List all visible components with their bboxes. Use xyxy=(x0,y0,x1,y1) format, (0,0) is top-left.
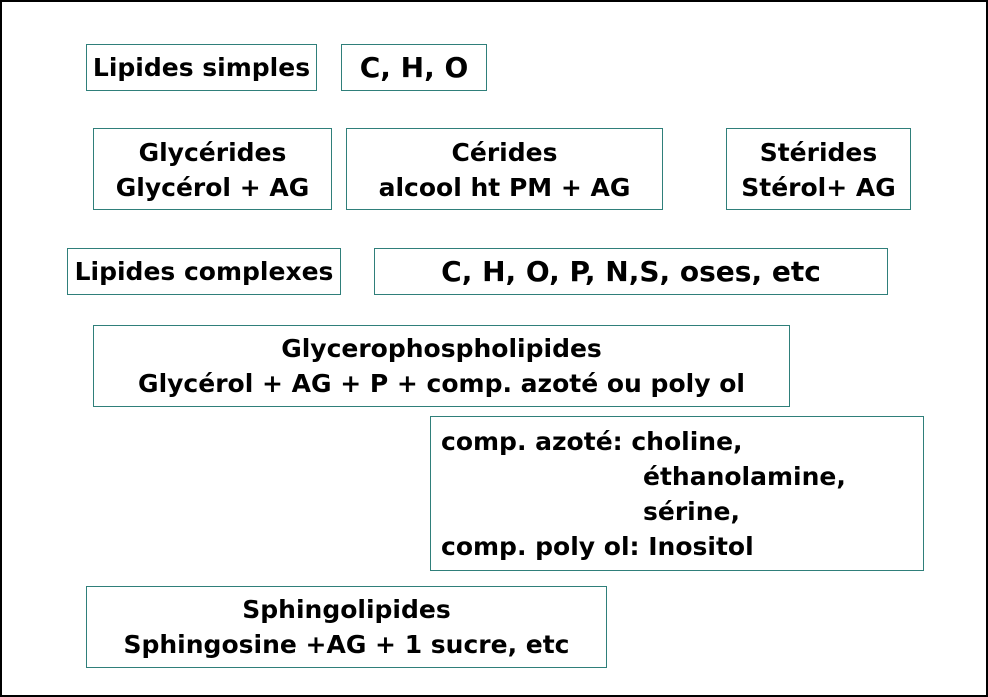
complex-elements-text: C, H, O, P, N,S, oses, etc xyxy=(441,255,821,288)
components-box: comp. azoté: choline, éthanolamine, séri… xyxy=(430,416,924,571)
glycerophospholipides-box: Glycerophospholipides Glycérol + AG + P … xyxy=(93,325,790,407)
lipides-complexes-label: Lipides complexes xyxy=(74,257,334,286)
lipides-simples-box: Lipides simples xyxy=(86,44,317,91)
simple-elements-box: C, H, O xyxy=(341,44,487,91)
sterides-box: Stérides Stérol+ AG xyxy=(726,128,911,210)
lipides-simples-label: Lipides simples xyxy=(92,53,311,82)
lipides-complexes-box: Lipides complexes xyxy=(67,248,341,295)
glycerides-composition: Glycérol + AG xyxy=(115,173,310,202)
simple-elements-text: C, H, O xyxy=(359,51,469,84)
sphingolipides-box: Sphingolipides Sphingosine +AG + 1 sucre… xyxy=(86,586,607,668)
glycerides-box: Glycérides Glycérol + AG xyxy=(93,128,332,210)
glycerophospholipides-composition: Glycérol + AG + P + comp. azoté ou poly … xyxy=(138,369,745,398)
azote-item-serine: sérine, xyxy=(643,497,740,526)
cerides-title: Cérides xyxy=(451,138,558,167)
cerides-box: Cérides alcool ht PM + AG xyxy=(346,128,663,210)
polyol-line: comp. poly ol: Inositol xyxy=(441,532,754,561)
sphingolipides-composition: Sphingosine +AG + 1 sucre, etc xyxy=(123,630,570,659)
cerides-composition: alcool ht PM + AG xyxy=(378,173,631,202)
sterides-composition: Stérol+ AG xyxy=(741,173,896,202)
azote-item-ethanolamine: éthanolamine, xyxy=(643,462,846,491)
glycerophospholipides-title: Glycerophospholipides xyxy=(281,334,602,363)
complex-elements-box: C, H, O, P, N,S, oses, etc xyxy=(374,248,888,295)
sphingolipides-title: Sphingolipides xyxy=(242,595,451,624)
azote-line: comp. azoté: choline, xyxy=(441,427,743,456)
glycerides-title: Glycérides xyxy=(138,138,287,167)
sterides-title: Stérides xyxy=(759,138,878,167)
